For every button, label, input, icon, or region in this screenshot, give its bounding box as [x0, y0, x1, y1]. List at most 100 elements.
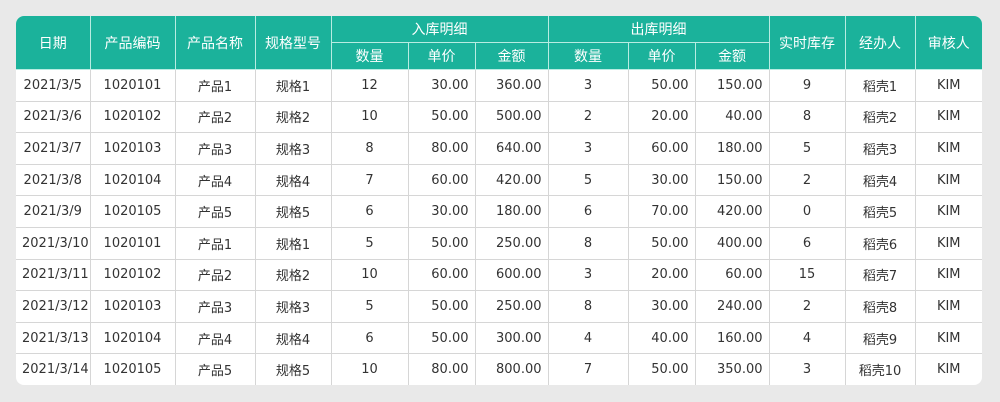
cell-stock: 8	[768, 100, 846, 134]
table-row: 2021/3/5 1020101 产品1 规格1 12 30.00 360.00 3 50.00…	[16, 69, 982, 102]
header-name: 产品名称	[174, 16, 256, 70]
cell-date: 2021/3/14	[16, 353, 91, 385]
cell-spec: 规格3	[254, 290, 332, 323]
cell-in-qty: 10	[330, 353, 409, 385]
cell-spec: 规格4	[254, 321, 332, 355]
cell-date: 2021/3/13	[16, 321, 91, 355]
cell-code: 1020103	[89, 290, 176, 323]
cell-in-qty: 8	[330, 132, 409, 165]
cell-in-price: 80.00	[407, 132, 476, 165]
cell-in-price: 50.00	[407, 290, 476, 323]
cell-stock: 3	[768, 353, 846, 385]
cell-spec: 规格2	[254, 258, 332, 292]
cell-out-qty: 5	[547, 163, 629, 197]
cell-code: 1020105	[89, 353, 176, 385]
cell-name: 产品2	[174, 100, 256, 134]
cell-date: 2021/3/11	[16, 258, 91, 292]
cell-reviewer: KIM	[914, 258, 982, 292]
cell-in-qty: 10	[330, 258, 409, 292]
cell-spec: 规格1	[254, 69, 332, 102]
header-code: 产品编码	[89, 16, 176, 70]
cell-reviewer: KIM	[914, 290, 982, 323]
cell-in-qty: 6	[330, 321, 409, 355]
cell-in-price: 50.00	[407, 100, 476, 134]
cell-in-qty: 10	[330, 100, 409, 134]
table-row: 2021/3/12 1020103 产品3 规格3 5 50.00 250.00 8 30.00…	[16, 290, 982, 323]
cell-stock: 6	[768, 226, 846, 260]
cell-reviewer: KIM	[914, 226, 982, 260]
cell-out-amount: 150.00	[694, 163, 770, 197]
cell-spec: 规格5	[254, 353, 332, 385]
cell-code: 1020105	[89, 195, 176, 228]
cell-spec: 规格1	[254, 226, 332, 260]
cell-out-qty: 7	[547, 353, 629, 385]
cell-reviewer: KIM	[914, 163, 982, 197]
header-outbound-group: 出库明细	[547, 16, 770, 43]
cell-handler: 稻壳2	[844, 100, 916, 134]
cell-out-price: 60.00	[627, 132, 696, 165]
cell-code: 1020101	[89, 69, 176, 102]
cell-out-qty: 3	[547, 69, 629, 102]
cell-name: 产品1	[174, 69, 256, 102]
inventory-table-container: 日期 产品编码 产品名称 规格型号 入库明细 出库明细 实时库存 经办人 审核人…	[16, 16, 982, 385]
cell-in-amount: 180.00	[474, 195, 549, 228]
cell-date: 2021/3/6	[16, 100, 91, 134]
cell-handler: 稻壳9	[844, 321, 916, 355]
cell-in-amount: 600.00	[474, 258, 549, 292]
cell-in-amount: 250.00	[474, 290, 549, 323]
table-row: 2021/3/10 1020101 产品1 规格1 5 50.00 250.00 8 50.00…	[16, 226, 982, 260]
cell-date: 2021/3/12	[16, 290, 91, 323]
cell-out-amount: 180.00	[694, 132, 770, 165]
table-row: 2021/3/6 1020102 产品2 规格2 10 50.00 500.00 2 20.00…	[16, 100, 982, 134]
cell-in-amount: 300.00	[474, 321, 549, 355]
cell-out-qty: 3	[547, 132, 629, 165]
cell-in-price: 30.00	[407, 195, 476, 228]
table-row: 2021/3/11 1020102 产品2 规格2 10 60.00 600.00 3 20.0…	[16, 258, 982, 292]
cell-code: 1020104	[89, 163, 176, 197]
cell-handler: 稻壳10	[844, 353, 916, 385]
cell-stock: 4	[768, 321, 846, 355]
cell-stock: 0	[768, 195, 846, 228]
cell-in-price: 50.00	[407, 321, 476, 355]
cell-handler: 稻壳7	[844, 258, 916, 292]
cell-date: 2021/3/7	[16, 132, 91, 165]
cell-handler: 稻壳3	[844, 132, 916, 165]
cell-spec: 规格2	[254, 100, 332, 134]
cell-out-qty: 8	[547, 290, 629, 323]
cell-out-price: 20.00	[627, 100, 696, 134]
cell-handler: 稻壳5	[844, 195, 916, 228]
cell-out-amount: 420.00	[694, 195, 770, 228]
cell-name: 产品5	[174, 353, 256, 385]
table-row: 2021/3/8 1020104 产品4 规格4 7 60.00 420.00 5 30.00 1…	[16, 163, 982, 197]
cell-reviewer: KIM	[914, 100, 982, 134]
cell-out-amount: 40.00	[694, 100, 770, 134]
cell-out-amount: 60.00	[694, 258, 770, 292]
cell-name: 产品3	[174, 290, 256, 323]
cell-stock: 2	[768, 290, 846, 323]
cell-name: 产品4	[174, 163, 256, 197]
cell-in-price: 50.00	[407, 226, 476, 260]
cell-stock: 9	[768, 69, 846, 102]
cell-handler: 稻壳6	[844, 226, 916, 260]
cell-spec: 规格4	[254, 163, 332, 197]
header-out-amount: 金额	[694, 42, 769, 70]
cell-stock: 5	[768, 132, 846, 165]
header-reviewer: 审核人	[914, 16, 982, 70]
cell-date: 2021/3/9	[16, 195, 91, 228]
cell-code: 1020104	[89, 321, 176, 355]
header-out-qty: 数量	[547, 42, 629, 70]
cell-out-price: 50.00	[627, 353, 696, 385]
table-row: 2021/3/14 1020105 产品5 规格5 10 80.00 800.00 7 50.0…	[16, 353, 982, 385]
cell-name: 产品5	[174, 195, 256, 228]
cell-name: 产品2	[174, 258, 256, 292]
cell-in-price: 60.00	[407, 163, 476, 197]
cell-in-price: 60.00	[407, 258, 476, 292]
cell-out-qty: 4	[547, 321, 629, 355]
cell-in-qty: 5	[330, 290, 409, 323]
cell-handler: 稻壳4	[844, 163, 916, 197]
cell-in-price: 30.00	[407, 69, 476, 102]
cell-out-price: 30.00	[627, 163, 696, 197]
cell-out-price: 50.00	[627, 69, 696, 102]
cell-out-qty: 6	[547, 195, 629, 228]
cell-in-amount: 800.00	[474, 353, 549, 385]
